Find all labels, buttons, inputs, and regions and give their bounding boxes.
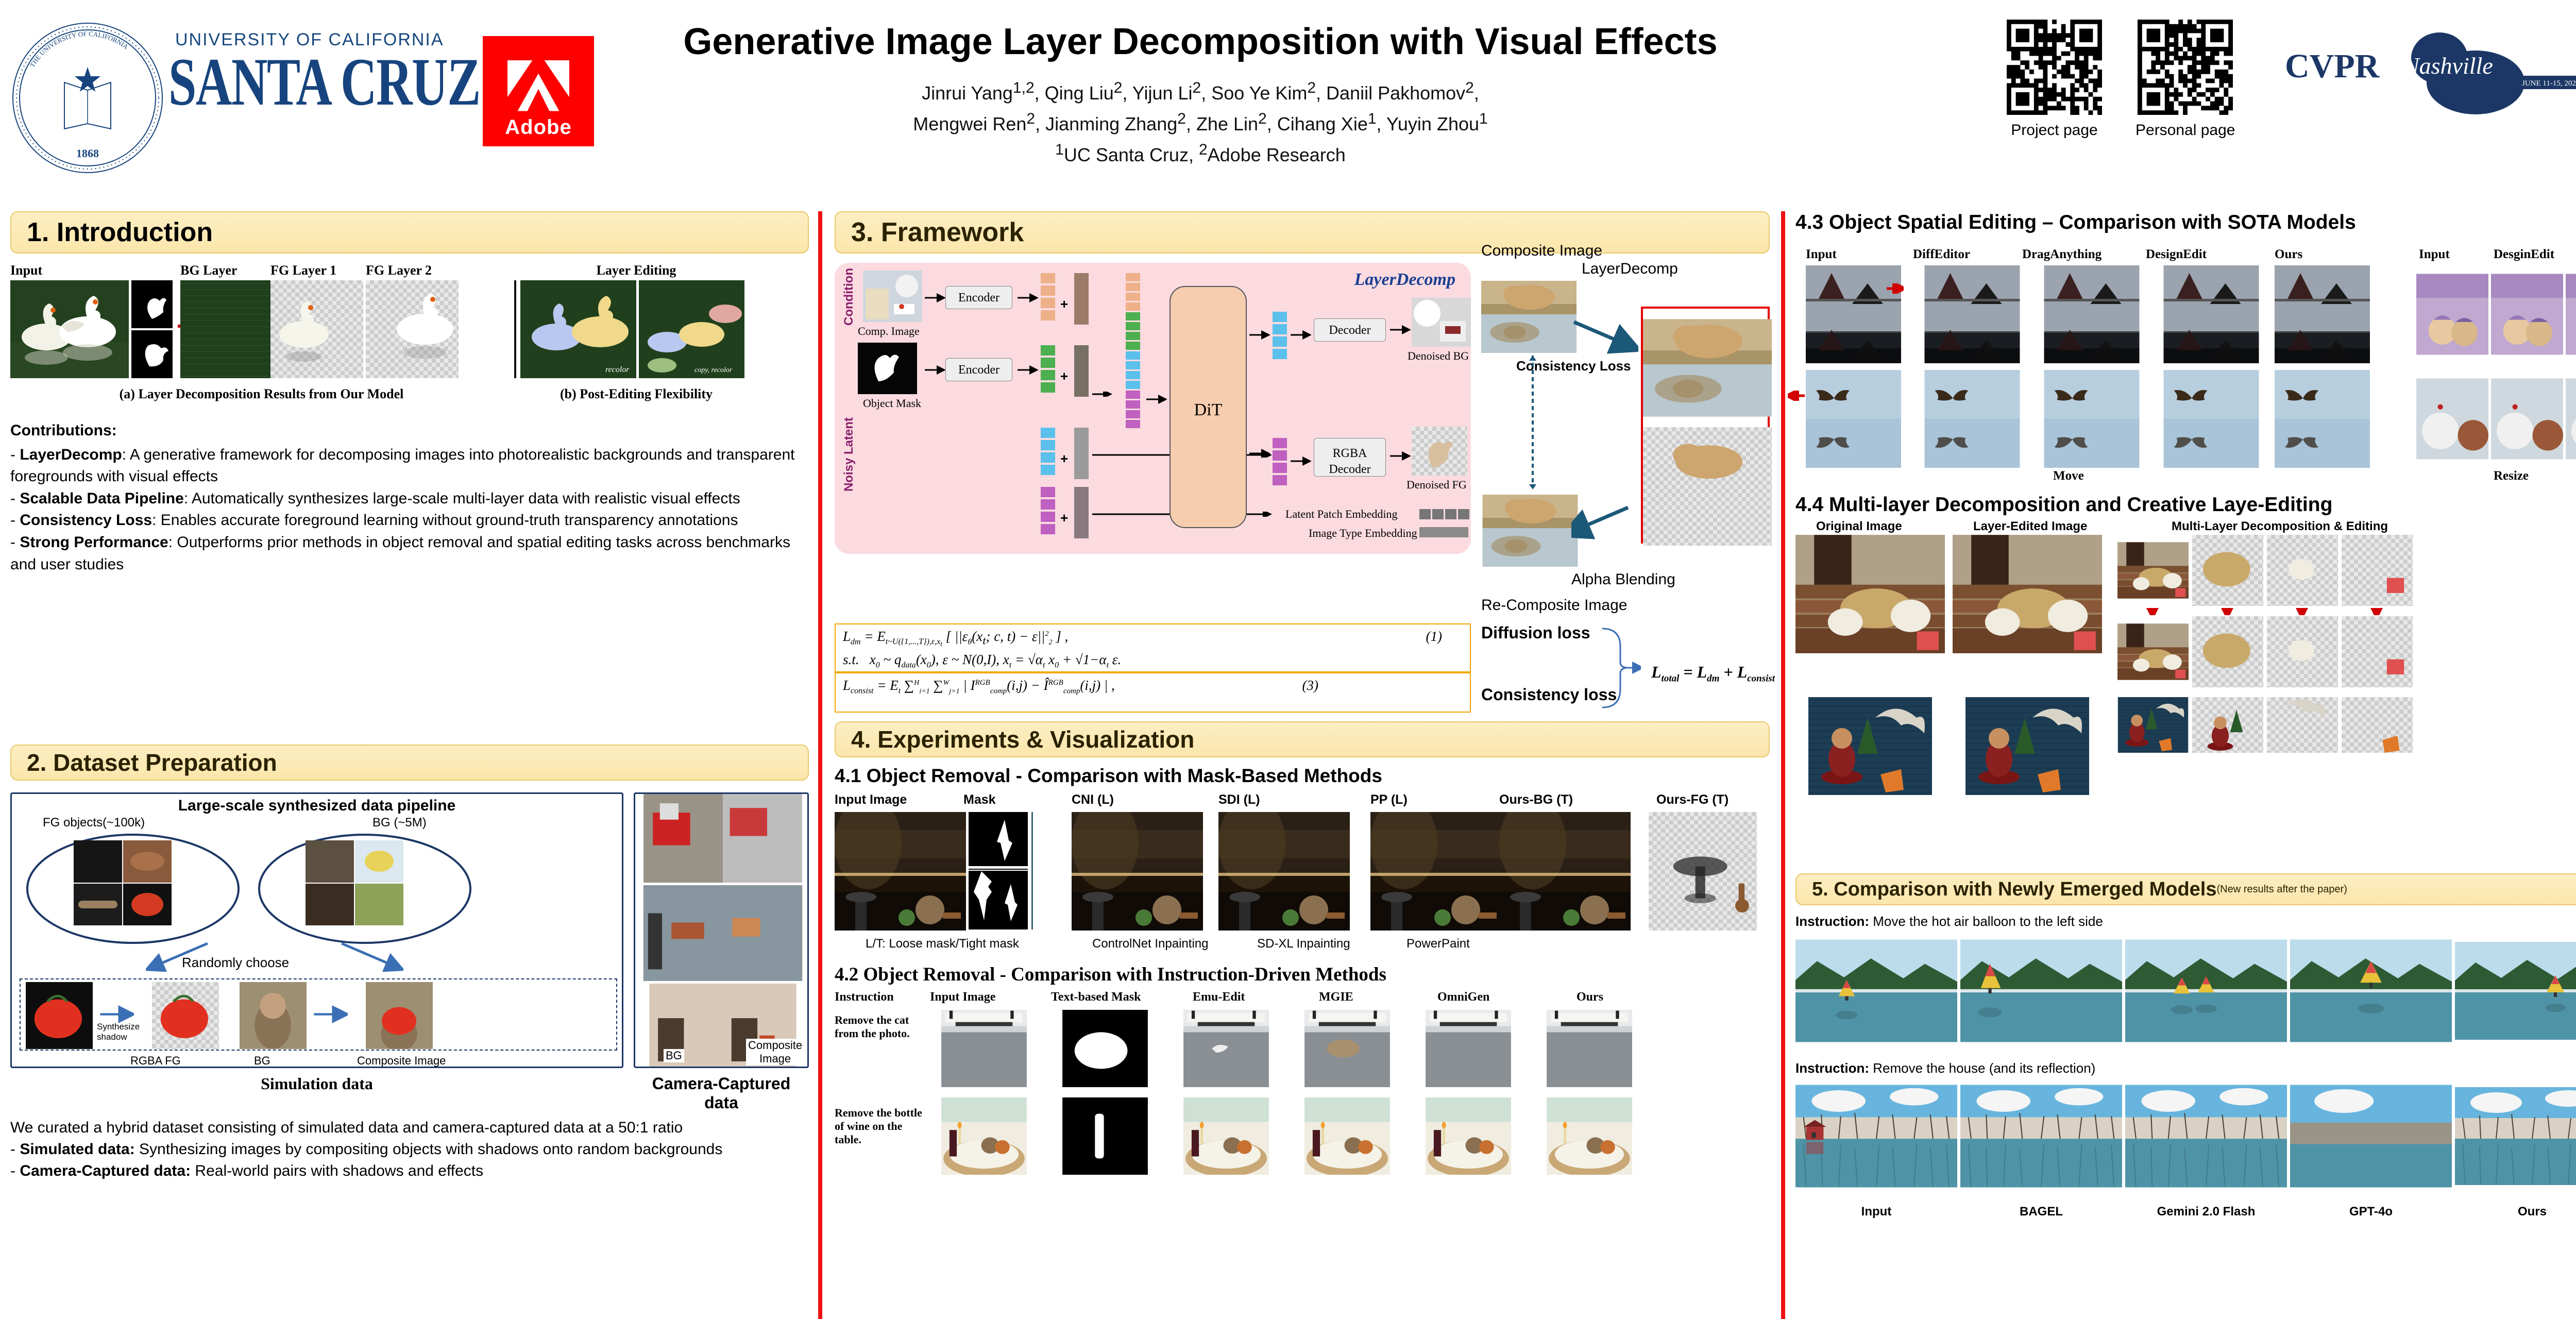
- svg-text:JUNE 11-15, 2025: JUNE 11-15, 2025: [2522, 79, 2576, 88]
- svg-text:copy, recolor: copy, recolor: [694, 366, 733, 374]
- svg-text:1868: 1868: [76, 147, 99, 160]
- svg-text:THE UNIVERSITY OF CALIFORNIA: THE UNIVERSITY OF CALIFORNIA: [28, 30, 130, 69]
- svg-text:CVPR: CVPR: [2285, 47, 2380, 85]
- svg-text:Nashville: Nashville: [2403, 53, 2493, 79]
- svg-text:recolor: recolor: [605, 365, 630, 374]
